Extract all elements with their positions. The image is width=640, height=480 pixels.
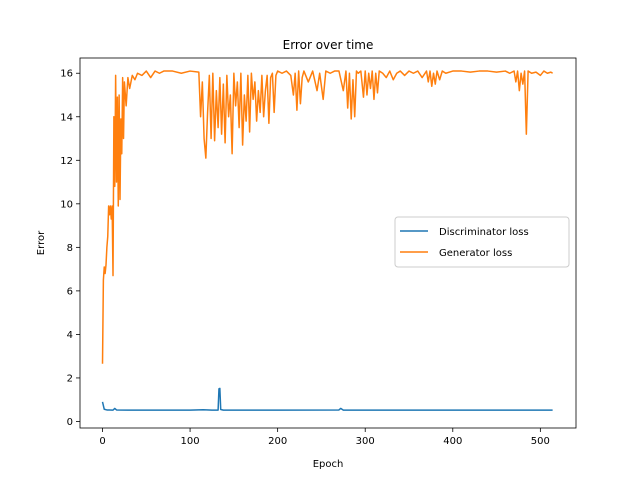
y-axis-ticks: 0 2 4 6 8 10 12 14 16	[60, 69, 80, 428]
y-tick-label: 16	[60, 69, 73, 80]
x-tick-label: 500	[531, 436, 550, 447]
x-axis-label: Epoch	[313, 459, 344, 470]
x-tick-label: 300	[356, 436, 375, 447]
series-line-1	[101, 70, 554, 364]
legend: Discriminator loss Generator loss	[394, 216, 570, 268]
y-tick-label: 2	[67, 373, 73, 384]
series-layer	[101, 70, 554, 411]
y-axis-label: Error	[36, 230, 47, 255]
x-tick-label: 0	[99, 436, 105, 447]
x-axis-ticks: 0 100 200 300 400 500	[99, 428, 550, 447]
x-tick-label: 100	[181, 436, 200, 447]
y-tick-label: 8	[67, 243, 73, 254]
y-tick-label: 10	[60, 199, 73, 210]
series-line-0	[101, 387, 553, 411]
y-tick-label: 0	[67, 417, 73, 428]
chart-title: Error over time	[283, 38, 374, 52]
legend-label-discriminator: Discriminator loss	[439, 227, 529, 238]
legend-box	[394, 216, 570, 268]
y-tick-label: 4	[67, 330, 73, 341]
x-tick-label: 200	[268, 436, 287, 447]
y-tick-label: 6	[67, 286, 73, 297]
x-tick-label: 400	[443, 436, 462, 447]
axes-frame	[79, 57, 577, 429]
legend-label-generator: Generator loss	[439, 248, 512, 259]
y-tick-label: 14	[60, 112, 73, 123]
y-tick-label: 12	[60, 156, 73, 167]
